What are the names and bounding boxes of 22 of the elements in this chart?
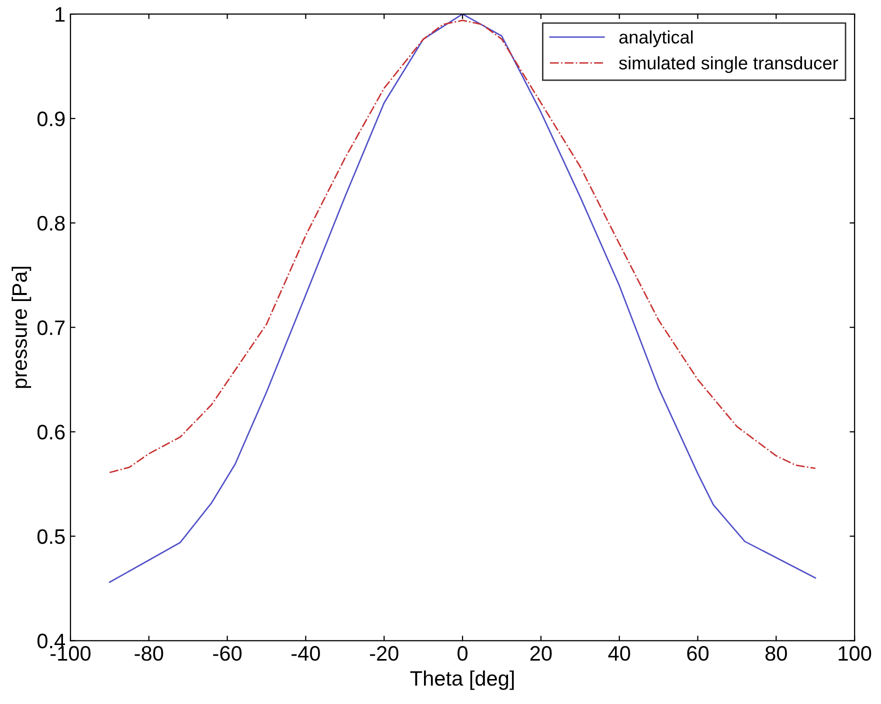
y-tick-label: 1 bbox=[56, 7, 65, 22]
y-tick-label: 0.8 bbox=[37, 216, 65, 231]
y-tick-label: 0.5 bbox=[37, 529, 65, 544]
y-tick-label: 0.7 bbox=[37, 320, 65, 336]
x-tick-label: 80 bbox=[765, 646, 787, 661]
y-tick-label: 0.6 bbox=[37, 424, 65, 440]
x-tick-label: -60 bbox=[213, 646, 242, 661]
x-tick-label: 60 bbox=[687, 646, 709, 661]
x-tick-label: -100 bbox=[50, 646, 91, 661]
x-tick-label: 100 bbox=[838, 646, 872, 661]
x-tick-label: 20 bbox=[530, 646, 552, 661]
x-tick-label: -20 bbox=[370, 646, 398, 661]
x-tick-label: -80 bbox=[134, 646, 164, 661]
y-tick-label: 0.9 bbox=[37, 112, 65, 126]
x-tick-label: 0 bbox=[458, 646, 468, 661]
x-tick-label: -40 bbox=[292, 646, 320, 661]
legend-label: simulated single transducer bbox=[619, 56, 838, 74]
y-tick-label: 0.4 bbox=[37, 634, 66, 648]
x-tick-label: 40 bbox=[608, 646, 630, 661]
legend-label: analytical bbox=[619, 30, 693, 48]
x-axis-title: Theta [deg] bbox=[410, 670, 514, 690]
y-axis-title: pressure [Pa] bbox=[12, 266, 32, 388]
